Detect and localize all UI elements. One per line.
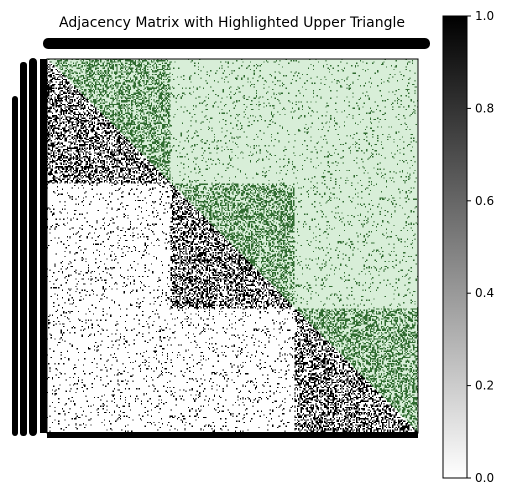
- colorbar-tick-label: 0.6: [475, 194, 494, 208]
- y-tick-labels-overlap: [12, 58, 47, 436]
- chart-title: Adjacency Matrix with Highlighted Upper …: [59, 15, 405, 31]
- colorbar-gradient: [442, 15, 468, 479]
- matrix-panel: [46, 58, 419, 434]
- colorbar-tick-label: 1.0: [475, 9, 494, 23]
- colorbar: 0.0 0.2 0.4 0.6 0.8 1.0: [442, 9, 494, 485]
- colorbar-tick-label: 0.8: [475, 101, 494, 115]
- colorbar-tick-label: 0.2: [475, 379, 494, 393]
- colorbar-tick-label: 0.0: [475, 471, 494, 485]
- x-tick-labels-overlap: [43, 38, 430, 438]
- colorbar-ticks: 0.0 0.2 0.4 0.6 0.8 1.0: [467, 9, 494, 485]
- matrix-canvas-wrap: [47, 59, 418, 433]
- adjacency-matrix-canvas: [47, 59, 418, 433]
- colorbar-tick-label: 0.4: [475, 286, 494, 300]
